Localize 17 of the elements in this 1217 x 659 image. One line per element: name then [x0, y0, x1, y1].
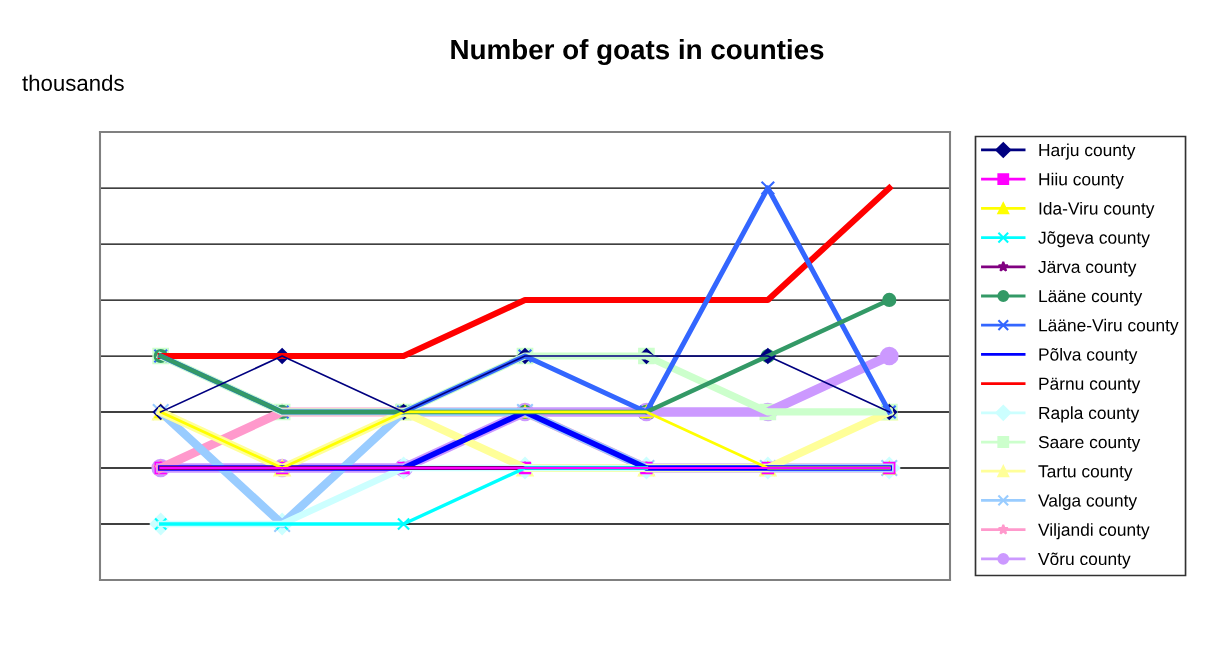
legend-label: Jõgeva county [1038, 231, 1150, 248]
legend-label: Põlva county [1039, 347, 1138, 365]
legend-label: Valga county [1038, 493, 1138, 511]
legend-label: Järva county [1038, 260, 1137, 277]
chart-title: Number of goats in counties [451, 38, 824, 66]
legend-label: Pärnu county [1039, 377, 1141, 394]
legend-label: Lääne-Viru county [1039, 318, 1179, 335]
legend-label: Harju county [1039, 143, 1136, 160]
legend-label: Viljandi county [1038, 523, 1150, 540]
legend-label: Saare county [1038, 435, 1141, 452]
legend-label: Rapla county [1039, 406, 1140, 423]
y-axis-title: thousands [22, 74, 124, 91]
legend-label: Tartu county [1038, 465, 1133, 481]
legend-label: Võru county [1038, 552, 1131, 569]
legend-label: Ida-Viru county [1039, 201, 1155, 219]
legend-label: Hiiu county [1039, 172, 1124, 189]
legend-label: Lääne county [1039, 290, 1143, 306]
